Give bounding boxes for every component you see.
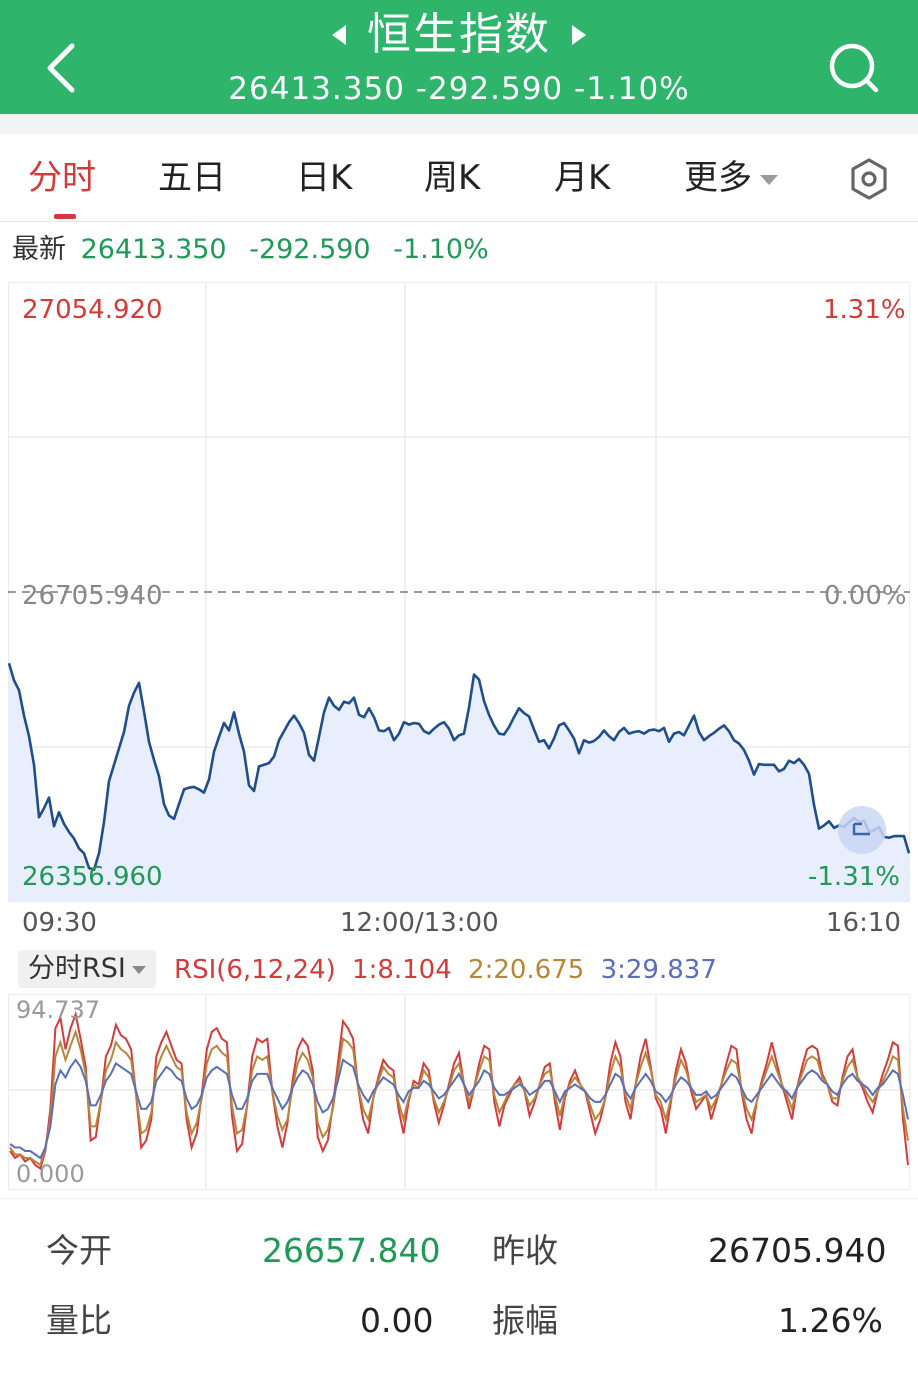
latest-label: 最新 <box>12 234 66 265</box>
latest-price: 26413.350 <box>80 234 227 265</box>
active-tab-indicator <box>54 214 76 219</box>
volume-ratio-value: 0.00 <box>360 1301 434 1340</box>
rsi-series-3-line <box>9 1058 909 1160</box>
latest-change-pct: -1.10% <box>393 234 489 265</box>
chevron-down-icon <box>131 965 146 974</box>
y-min-price-label: 26356.960 <box>22 862 163 892</box>
hexagon-settings-icon <box>851 158 887 200</box>
price-area-fill <box>9 663 909 902</box>
period-tabs: 分时 五日 日K 周K 月K 更多 <box>0 134 918 222</box>
tab-weekly-k[interactable]: 周K <box>424 158 481 198</box>
y-ref-pct-label: 0.00% <box>824 581 907 611</box>
tab-five-day[interactable]: 五日 <box>158 158 226 198</box>
back-button[interactable] <box>38 38 88 98</box>
latest-change: -292.590 <box>249 234 371 265</box>
header-spacer <box>0 114 918 134</box>
open-label: 今开 <box>46 1231 112 1270</box>
quote-stats: 今开 26657.840 昨收 26705.940 量比 0.00 振幅 1.2… <box>0 1198 918 1377</box>
header-change: -292.590 <box>415 71 564 107</box>
rsi-legend-title: RSI(6,12,24) <box>174 955 336 985</box>
settings-button[interactable] <box>846 156 892 202</box>
header-change-pct: -1.10% <box>574 71 690 107</box>
search-icon <box>829 43 879 93</box>
header-price: 26413.350 <box>228 71 405 107</box>
next-triangle-icon[interactable] <box>572 25 587 45</box>
back-arrow-icon <box>47 43 75 93</box>
search-button[interactable] <box>822 36 884 98</box>
tab-daily-k[interactable]: 日K <box>296 158 353 198</box>
latest-quote: 最新 26413.350 -292.590 -1.10% <box>12 232 503 268</box>
intraday-price-chart[interactable] <box>8 282 910 902</box>
indicator-selector[interactable]: 分时RSI <box>18 950 156 988</box>
tab-more-label: 更多 <box>684 158 752 198</box>
price-line <box>8 662 910 871</box>
rsi-legend-s3: 3:29.837 <box>600 955 717 985</box>
amplitude-label: 振幅 <box>492 1301 558 1340</box>
volume-ratio-label: 量比 <box>46 1301 112 1340</box>
page-title: 恒生指数 <box>367 9 551 60</box>
y-ref-price-label: 26705.940 <box>22 581 163 611</box>
amplitude-value: 1.26% <box>778 1301 883 1340</box>
x-label-open: 09:30 <box>22 908 97 938</box>
rsi-min-label: 0.000 <box>16 1160 85 1188</box>
header-quote: 26413.350 -292.590 -1.10% <box>0 68 918 110</box>
app-header: 恒生指数 26413.350 -292.590 -1.10% <box>0 0 918 114</box>
y-max-price-label: 27054.920 <box>22 295 163 325</box>
rsi-legend-s2: 2:20.675 <box>468 955 585 985</box>
current-price-marker[interactable] <box>838 806 886 854</box>
tab-monthly-k[interactable]: 月K <box>554 158 611 198</box>
rsi-max-label: 94.737 <box>16 996 100 1024</box>
rsi-chart[interactable] <box>8 994 910 1190</box>
y-min-pct-label: -1.31% <box>808 862 900 892</box>
rsi-legend: RSI(6,12,24) 1:8.104 2:20.675 3:29.837 <box>174 952 717 988</box>
tab-more[interactable]: 更多 <box>684 154 778 202</box>
title-bar: 恒生指数 <box>0 6 918 64</box>
x-label-close: 16:10 <box>826 908 901 938</box>
indicator-selector-label: 分时RSI <box>28 953 126 984</box>
prev-triangle-icon[interactable] <box>331 25 346 45</box>
prev-close-value: 26705.940 <box>708 1231 887 1270</box>
rsi-legend-s1: 1:8.104 <box>352 955 452 985</box>
y-max-pct-label: 1.31% <box>823 295 906 325</box>
x-label-midday: 12:00/13:00 <box>340 908 499 938</box>
tab-intraday[interactable]: 分时 <box>28 158 96 198</box>
open-value: 26657.840 <box>262 1231 441 1270</box>
prev-close-label: 昨收 <box>492 1231 558 1270</box>
chevron-down-icon <box>760 174 778 185</box>
rsi-series-2-line <box>9 1028 909 1167</box>
